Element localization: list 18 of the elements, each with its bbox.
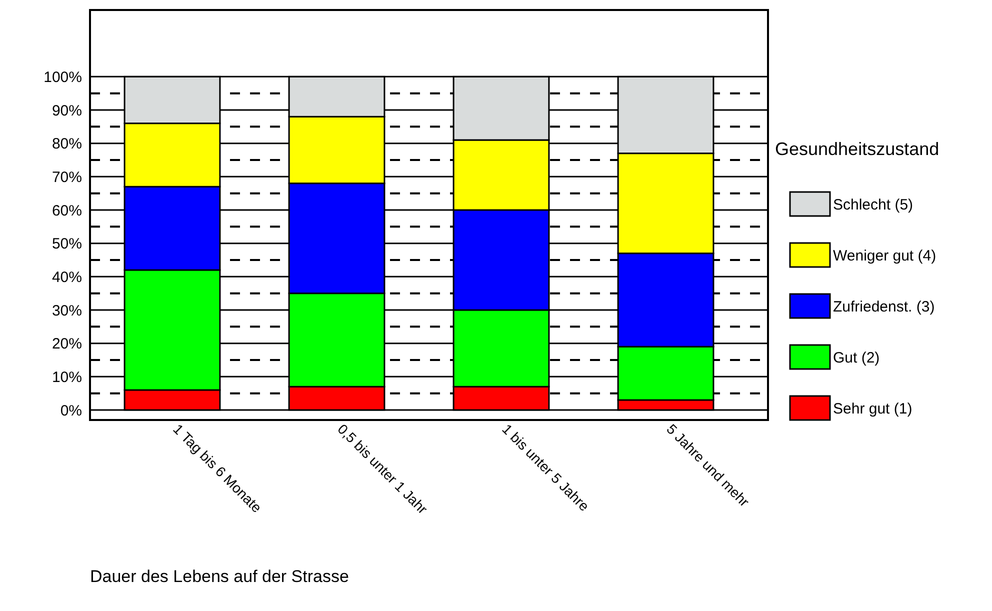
legend-label: Gut (2) bbox=[833, 349, 880, 366]
x-axis-title: Dauer des Lebens auf der Strasse bbox=[90, 567, 349, 586]
legend-label: Schlecht (5) bbox=[833, 196, 914, 214]
legend-label: Weniger gut (4) bbox=[833, 247, 936, 264]
y-tick-label: 10% bbox=[52, 368, 82, 386]
y-tick-label: 40% bbox=[52, 268, 82, 286]
y-tick-label: 60% bbox=[52, 202, 82, 220]
y-tick-label: 90% bbox=[52, 102, 82, 120]
y-tick-label: 70% bbox=[52, 168, 82, 186]
legend-label: Sehr gut (1) bbox=[833, 400, 912, 418]
y-tick-label: 20% bbox=[52, 336, 82, 353]
legend-title: Gesundheitszustand bbox=[775, 139, 940, 159]
y-tick-label: 30% bbox=[52, 302, 82, 320]
y-tick-label: 100% bbox=[44, 68, 82, 86]
legend-label: Zufriedenst. (3) bbox=[833, 298, 935, 316]
y-tick-label: 0% bbox=[60, 402, 82, 420]
y-tick-label: 80% bbox=[52, 136, 82, 153]
y-tick-label: 50% bbox=[52, 236, 82, 253]
